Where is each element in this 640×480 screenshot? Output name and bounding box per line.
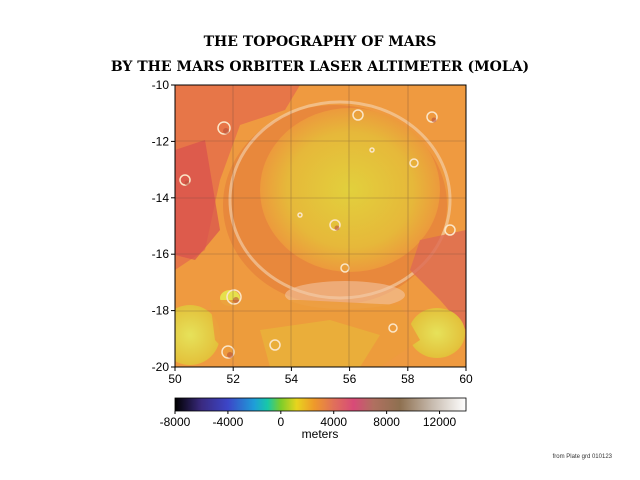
y-tick-label: -20 [152,360,170,374]
map-frame [174,84,467,368]
x-tick-label: 50 [168,372,182,386]
southern-low [260,320,380,367]
y-tick-label: -10 [152,78,170,92]
map-title: THE TOPOGRAPHY OF MARS [203,34,437,50]
map-grid [175,85,466,367]
crater [409,158,419,168]
colorbar-tick-label: -8000 [160,415,191,429]
topography-map [175,85,466,367]
crater [179,174,191,186]
x-tick-label: 58 [401,372,415,386]
crater [369,147,375,153]
x-tick-label: 52 [227,372,241,386]
y-tick-label: -14 [152,191,170,205]
crater [329,219,341,231]
basin-floor [260,108,440,272]
x-tick-label: 56 [343,372,357,386]
colorbar [174,397,467,412]
colorbar-ticks: -8000 -4000 0 4000 8000 12000 [160,411,457,429]
crater [217,121,231,135]
crater [352,109,364,121]
x-axis-ticks: 50 52 54 56 58 60 [168,367,473,386]
colorbar-tick-label: 8000 [373,415,400,429]
colorbar-tick-label: 4000 [320,415,347,429]
colorbar-tick-label: 12000 [423,415,457,429]
crater [426,111,438,123]
east-rim [410,230,466,330]
colorbar-tick-label: -4000 [213,415,244,429]
crater [226,289,242,305]
craters [179,109,456,359]
credit-text: from Plate grd 010123 [553,454,613,460]
southeast-basin [409,308,465,358]
crater [388,323,398,333]
crater [444,224,456,236]
colorbar-label: meters [302,427,339,441]
crater-shadows [184,117,437,358]
crater [221,345,235,359]
ridge-region [175,140,220,260]
y-tick-label: -18 [152,304,170,318]
y-axis-ticks: -10 -12 -14 -16 -18 -20 [152,78,175,374]
map-subtitle: BY THE MARS ORBITER LASER ALTIMETER (MOL… [110,59,530,75]
crater [297,212,303,218]
x-tick-label: 54 [285,372,299,386]
x-tick-label: 60 [459,372,473,386]
y-tick-label: -12 [152,134,170,148]
southwest-basin [175,305,220,365]
y-tick-label: -16 [152,247,170,261]
colorbar-tick-label: 0 [277,415,284,429]
crater [269,339,281,351]
